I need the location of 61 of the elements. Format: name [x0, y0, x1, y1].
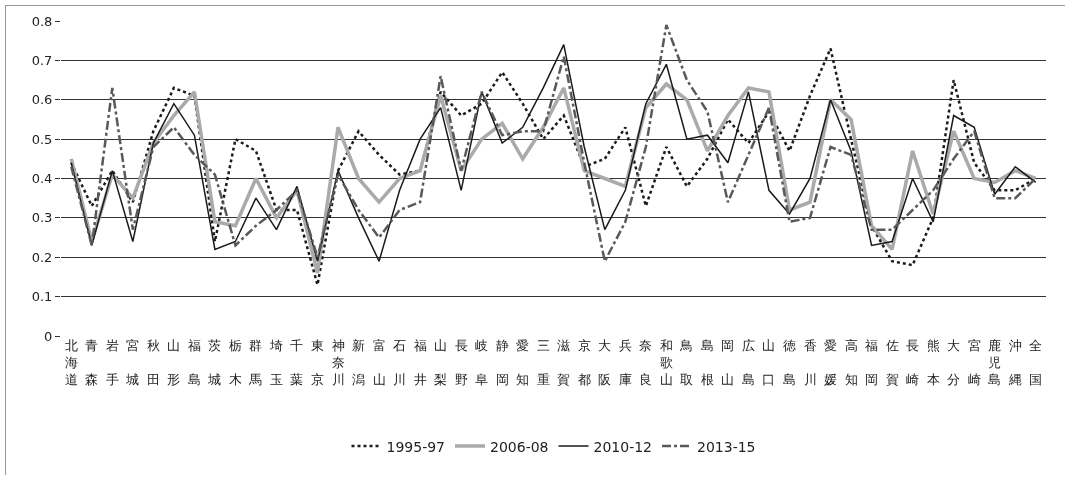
- category-label: 沖縄: [1008, 338, 1022, 387]
- legend-label: 2013-15: [697, 438, 756, 455]
- category-label: 兵庫: [618, 338, 632, 387]
- category-label: 奈良: [639, 338, 653, 387]
- category-label: 佐賀: [885, 338, 899, 387]
- legend-label: 2006-08: [490, 438, 549, 455]
- y-tick-label: 0.2: [31, 249, 53, 265]
- category-label: 香川: [803, 338, 817, 387]
- category-label: 全国: [1029, 338, 1043, 387]
- category-label: 群馬: [249, 338, 263, 387]
- category-label: 島根: [700, 338, 714, 387]
- y-tick-label: 0.3: [31, 210, 53, 226]
- category-label: 福井: [413, 338, 427, 387]
- category-label: 埼玉: [269, 338, 283, 387]
- category-label: 岐阜: [475, 338, 489, 387]
- category-label: 岡山: [721, 338, 735, 387]
- category-label: 三重: [536, 338, 550, 387]
- category-label: 石川: [393, 338, 407, 387]
- category-label: 茨城: [208, 338, 222, 387]
- category-label: 岩手: [105, 338, 119, 387]
- x-tick-label: 鹿児島: [988, 338, 1002, 387]
- category-label: 広島: [741, 338, 755, 387]
- category-label: 静岡: [495, 338, 509, 387]
- y-tick-label: 0: [44, 328, 53, 344]
- category-label: 愛媛: [824, 338, 838, 387]
- legend-label: 2010-12: [593, 438, 652, 455]
- category-label: 高知: [844, 338, 858, 387]
- x-tick-label: 北海道: [64, 338, 78, 387]
- category-label: 山口: [762, 338, 776, 387]
- category-label: 秋田: [146, 338, 160, 387]
- y-tick-label: 0.4: [31, 171, 53, 187]
- category-label: 福岡: [865, 338, 879, 387]
- category-label: 宮城: [126, 338, 140, 387]
- category-label: 長崎: [906, 338, 920, 387]
- category-label: 大阪: [598, 338, 612, 387]
- category-label: 山梨: [434, 338, 448, 387]
- category-label: 福島: [187, 338, 201, 387]
- category-label: 長野: [454, 338, 468, 387]
- category-label: 千葉: [290, 338, 304, 387]
- y-tick-label: 0.8: [31, 13, 53, 29]
- category-label: 東京: [311, 338, 325, 387]
- category-label: 山形: [167, 338, 181, 387]
- category-label: 宮崎: [967, 338, 981, 387]
- y-tick-label: 0.5: [31, 131, 53, 147]
- category-label: 鳥取: [680, 338, 694, 387]
- y-tick-label: 0.6: [31, 92, 53, 108]
- legend-label: 1995-97: [386, 438, 445, 455]
- category-label: 愛知: [516, 338, 530, 387]
- category-label: 徳島: [782, 338, 796, 387]
- x-tick-label: 和歌山: [659, 338, 673, 387]
- category-label: 大分: [947, 338, 961, 387]
- category-label: 新潟: [352, 338, 366, 387]
- category-label: 熊本: [926, 338, 940, 387]
- category-label: 富山: [372, 338, 386, 387]
- category-label: 青森: [85, 338, 99, 387]
- y-tick-label: 0.1: [31, 289, 53, 305]
- y-tick-label: 0.7: [31, 52, 53, 68]
- category-label: 京都: [577, 338, 591, 387]
- x-tick-label: 神奈川: [331, 338, 345, 387]
- category-label: 滋賀: [557, 338, 571, 387]
- category-label: 栃木: [228, 338, 242, 387]
